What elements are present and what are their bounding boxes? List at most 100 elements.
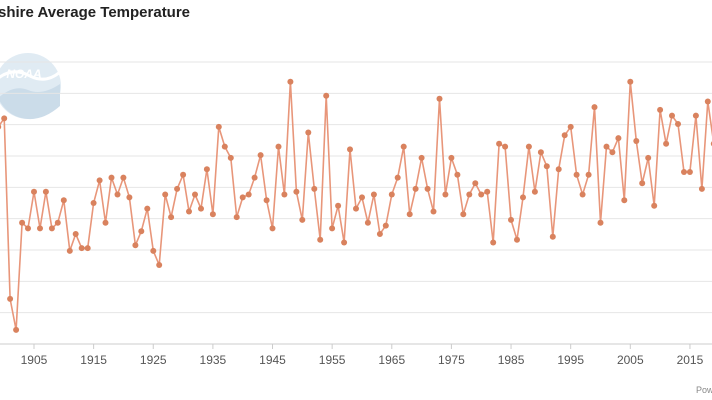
data-point[interactable] bbox=[180, 171, 187, 178]
data-point[interactable] bbox=[353, 205, 359, 212]
data-point[interactable] bbox=[573, 171, 580, 178]
data-point[interactable] bbox=[675, 121, 681, 127]
data-point[interactable] bbox=[126, 194, 133, 201]
data-point[interactable] bbox=[114, 191, 121, 198]
data-point[interactable] bbox=[591, 104, 598, 111]
data-point[interactable] bbox=[251, 174, 258, 181]
data-point[interactable] bbox=[376, 231, 383, 237]
data-point[interactable] bbox=[406, 211, 413, 218]
data-point[interactable] bbox=[245, 191, 252, 198]
data-point[interactable] bbox=[209, 211, 216, 218]
data-point[interactable] bbox=[66, 247, 73, 254]
data-point[interactable] bbox=[192, 191, 198, 198]
data-point[interactable] bbox=[585, 171, 592, 178]
data-point[interactable] bbox=[168, 214, 175, 221]
data-point[interactable] bbox=[239, 194, 246, 201]
data-point[interactable] bbox=[621, 197, 628, 204]
data-point[interactable] bbox=[436, 95, 443, 102]
data-point[interactable] bbox=[615, 135, 622, 142]
data-point[interactable] bbox=[388, 191, 395, 198]
data-point[interactable] bbox=[19, 219, 26, 226]
data-point[interactable] bbox=[490, 239, 497, 246]
data-point[interactable] bbox=[215, 123, 222, 130]
data-point[interactable] bbox=[639, 180, 646, 187]
data-point[interactable] bbox=[78, 245, 85, 252]
data-point[interactable] bbox=[186, 208, 192, 215]
data-point[interactable] bbox=[323, 92, 330, 99]
data-point[interactable] bbox=[156, 262, 163, 268]
data-point[interactable] bbox=[531, 188, 538, 195]
data-point[interactable] bbox=[579, 191, 586, 198]
data-point[interactable] bbox=[1, 115, 8, 122]
data-point[interactable] bbox=[472, 180, 479, 187]
data-point[interactable] bbox=[555, 166, 562, 173]
data-point[interactable] bbox=[651, 202, 658, 209]
data-point[interactable] bbox=[198, 205, 204, 212]
data-point[interactable] bbox=[233, 214, 240, 221]
data-point[interactable] bbox=[520, 194, 526, 201]
data-point[interactable] bbox=[144, 205, 151, 212]
data-point[interactable] bbox=[418, 154, 425, 161]
data-point[interactable] bbox=[54, 219, 61, 226]
data-point[interactable] bbox=[227, 154, 234, 161]
data-point[interactable] bbox=[275, 143, 282, 150]
data-point[interactable] bbox=[448, 154, 455, 161]
data-point[interactable] bbox=[657, 106, 664, 113]
data-point[interactable] bbox=[341, 239, 348, 246]
data-point[interactable] bbox=[508, 216, 514, 223]
data-point[interactable] bbox=[698, 185, 705, 192]
data-point[interactable] bbox=[90, 200, 97, 206]
data-point[interactable] bbox=[424, 185, 431, 192]
data-point[interactable] bbox=[412, 185, 419, 192]
data-point[interactable] bbox=[269, 225, 276, 232]
data-point[interactable] bbox=[257, 152, 264, 159]
data-point[interactable] bbox=[48, 225, 55, 232]
data-point[interactable] bbox=[370, 191, 377, 198]
data-point[interactable] bbox=[645, 154, 652, 161]
data-point[interactable] bbox=[567, 123, 574, 130]
data-point[interactable] bbox=[603, 143, 610, 150]
data-point[interactable] bbox=[669, 112, 675, 119]
data-point[interactable] bbox=[663, 140, 670, 147]
data-point[interactable] bbox=[359, 194, 365, 201]
data-point[interactable] bbox=[263, 197, 270, 204]
data-point[interactable] bbox=[287, 78, 294, 85]
data-point[interactable] bbox=[609, 149, 616, 156]
data-point[interactable] bbox=[37, 225, 43, 232]
data-point[interactable] bbox=[305, 129, 312, 136]
data-point[interactable] bbox=[484, 188, 491, 195]
data-point[interactable] bbox=[633, 138, 640, 144]
data-point[interactable] bbox=[692, 112, 699, 119]
data-point[interactable] bbox=[329, 225, 336, 232]
data-point[interactable] bbox=[537, 149, 544, 156]
data-point[interactable] bbox=[221, 143, 228, 150]
data-point[interactable] bbox=[460, 211, 467, 218]
data-point[interactable] bbox=[382, 222, 389, 229]
data-point[interactable] bbox=[60, 197, 67, 204]
data-point[interactable] bbox=[174, 185, 181, 192]
data-point[interactable] bbox=[108, 174, 115, 181]
data-point[interactable] bbox=[281, 191, 288, 198]
data-point[interactable] bbox=[400, 143, 407, 150]
data-point[interactable] bbox=[704, 98, 711, 105]
data-point[interactable] bbox=[454, 171, 461, 178]
data-point[interactable] bbox=[442, 191, 449, 198]
data-point[interactable] bbox=[84, 245, 91, 252]
data-point[interactable] bbox=[561, 132, 568, 139]
data-point[interactable] bbox=[7, 295, 14, 302]
data-point[interactable] bbox=[364, 219, 371, 226]
data-point[interactable] bbox=[317, 236, 324, 243]
data-point[interactable] bbox=[543, 163, 550, 170]
data-point[interactable] bbox=[627, 78, 634, 85]
data-point[interactable] bbox=[42, 188, 49, 195]
data-point[interactable] bbox=[478, 191, 485, 198]
data-point[interactable] bbox=[496, 140, 503, 147]
data-point[interactable] bbox=[293, 188, 300, 195]
data-point[interactable] bbox=[203, 166, 210, 173]
data-point[interactable] bbox=[72, 231, 79, 237]
data-point[interactable] bbox=[299, 216, 306, 223]
data-point[interactable] bbox=[335, 202, 342, 209]
data-point[interactable] bbox=[102, 219, 109, 226]
data-point[interactable] bbox=[514, 236, 520, 243]
data-point[interactable] bbox=[150, 247, 157, 254]
